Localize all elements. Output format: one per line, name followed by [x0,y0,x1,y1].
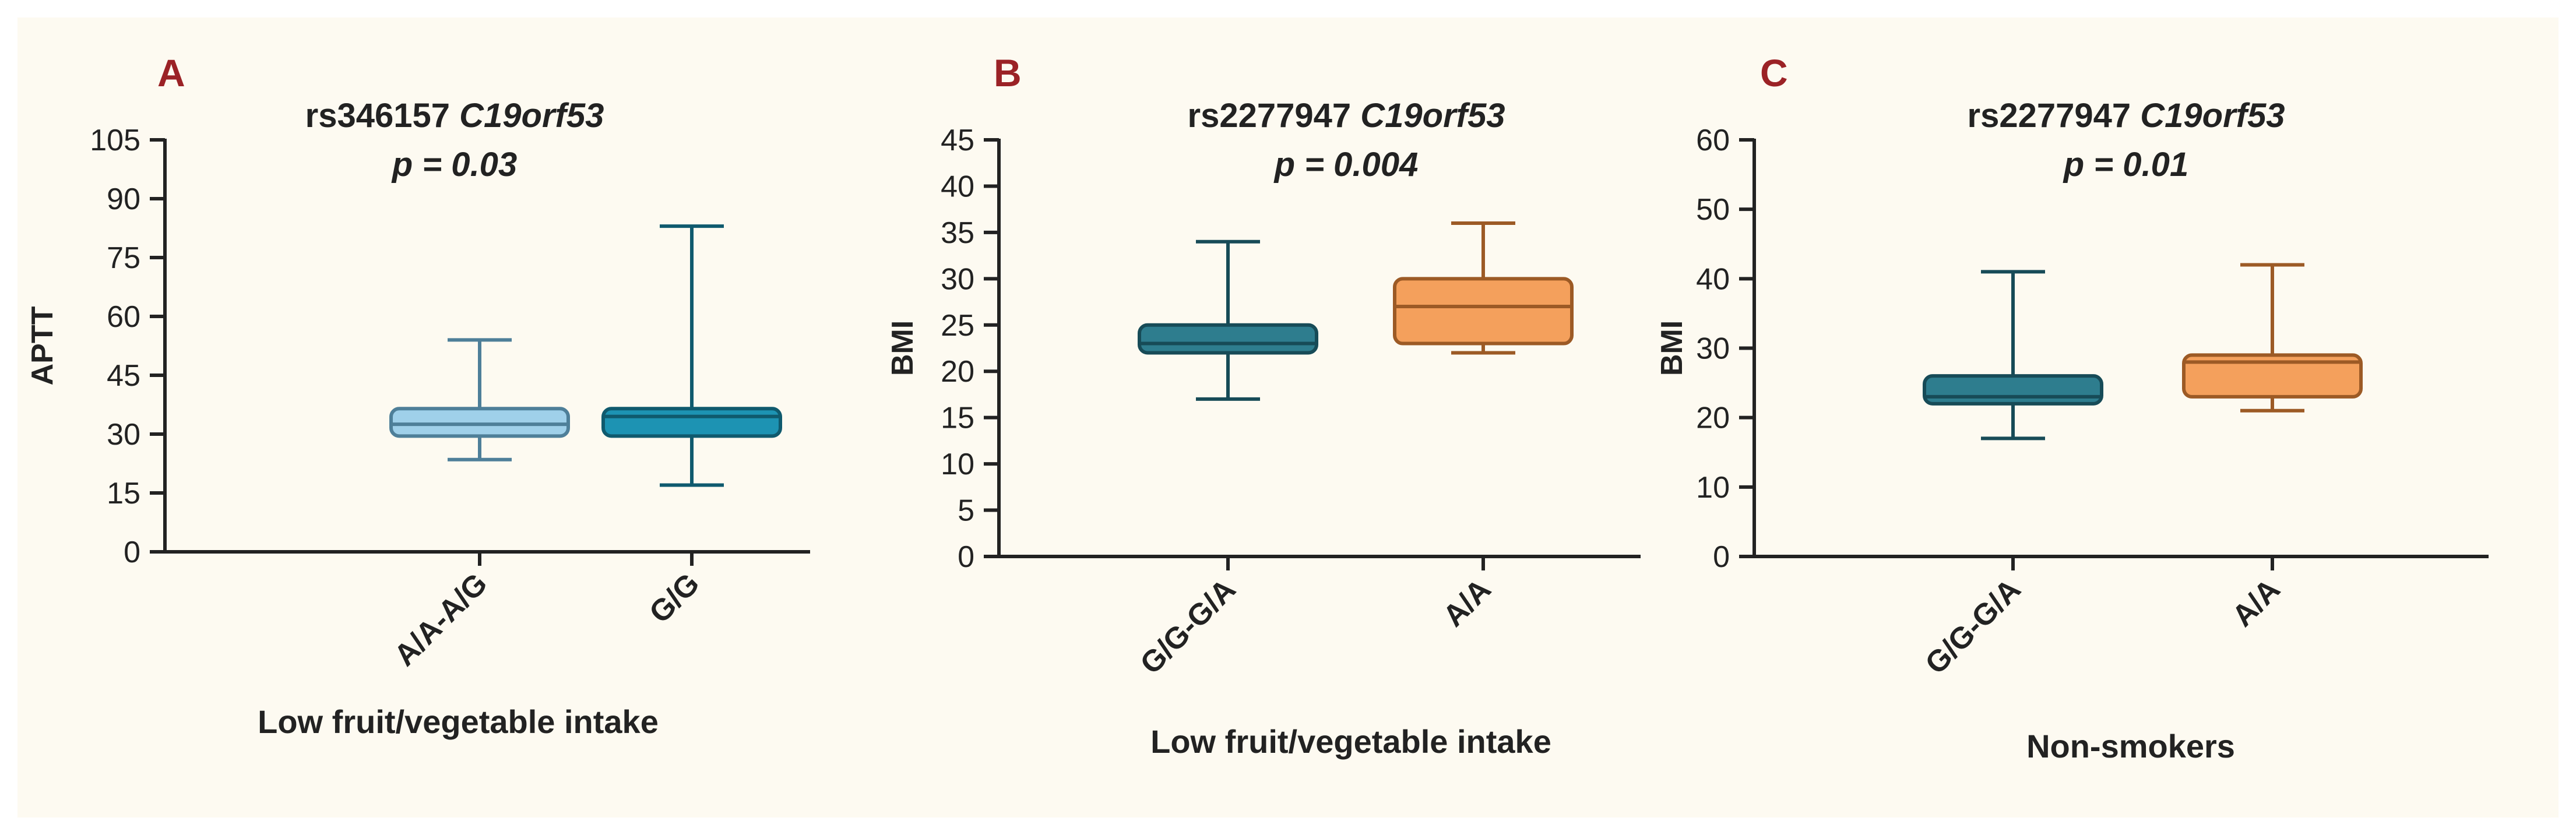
y-tick-label: 60 [107,300,140,334]
iqr-box [2182,353,2363,399]
box-ggga [1138,239,1318,401]
y-tick-label: 105 [90,124,140,157]
chart-title: rs346157 C19orf53 [305,97,604,135]
panel-letter: B [994,51,1022,94]
p-value: p = 0.03 [391,146,517,184]
title-gene: C19orf53 [2140,97,2285,135]
y-tick-label: 60 [1696,124,1730,157]
y-tick-label: 5 [958,494,974,528]
x-tick-label: A/A [2226,572,2286,633]
box-aaag [389,338,570,461]
y-tick-label: 15 [107,477,140,510]
iqr-box [1393,277,1574,346]
y-tick-label: 45 [941,124,974,157]
x-tick-label: G/G-G/A [1919,572,2027,681]
title-snp: rs2277947 [1188,97,1361,135]
x-axis-label: Low fruit/vegetable intake [1150,723,1551,760]
iqr-box [1138,323,1318,355]
title-snp: rs2277947 [1968,97,2141,135]
p-value: p = 0.01 [2063,146,2188,184]
y-axis-label: APTT [26,306,59,385]
y-tick-label: 40 [1696,262,1730,296]
y-tick-label: 20 [1696,401,1730,435]
y-axis-label: BMI [886,320,920,376]
y-tick-label: 15 [941,401,974,435]
y-tick-label: 30 [107,418,140,452]
box-aa [2182,263,2363,413]
y-tick-label: 0 [958,540,974,574]
p-value: p = 0.004 [1273,146,1419,184]
y-tick-label: 40 [941,170,974,203]
panel-letter: C [1760,51,1788,94]
box-gg [601,224,782,487]
y-tick-label: 30 [941,262,974,296]
title-gene: C19orf53 [1360,97,1505,135]
x-tick-label: A/A-A/G [388,566,494,672]
y-tick-label: 25 [941,309,974,343]
panel-letter: A [157,51,185,94]
y-axis-label: BMI [1655,320,1689,376]
y-tick-label: 90 [107,182,140,216]
y-tick-label: 30 [1696,332,1730,366]
chart-title: rs2277947 C19orf53 [1968,97,2285,135]
box-aa [1393,221,1574,355]
x-axis-label: Low fruit/vegetable intake [258,703,659,740]
iqr-box [601,407,782,438]
y-tick-label: 35 [941,216,974,250]
title-gene: C19orf53 [459,97,604,135]
box-ggga [1923,270,2103,441]
y-tick-label: 10 [941,448,974,481]
y-tick-label: 45 [107,359,140,393]
iqr-box [389,407,570,438]
x-tick-label: G/G-G/A [1134,572,1242,681]
y-tick-label: 75 [107,241,140,275]
y-tick-label: 0 [124,535,140,569]
y-tick-label: 50 [1696,193,1730,227]
iqr-box [1923,374,2103,406]
x-tick-label: G/G [643,566,706,629]
x-tick-label: A/A [1437,572,1497,633]
y-tick-label: 20 [941,355,974,389]
title-snp: rs346157 [305,97,459,135]
y-tick-label: 0 [1713,540,1730,574]
y-tick-label: 10 [1696,471,1730,505]
x-axis-label: Non-smokers [2026,728,2235,764]
chart-title: rs2277947 C19orf53 [1188,97,1505,135]
